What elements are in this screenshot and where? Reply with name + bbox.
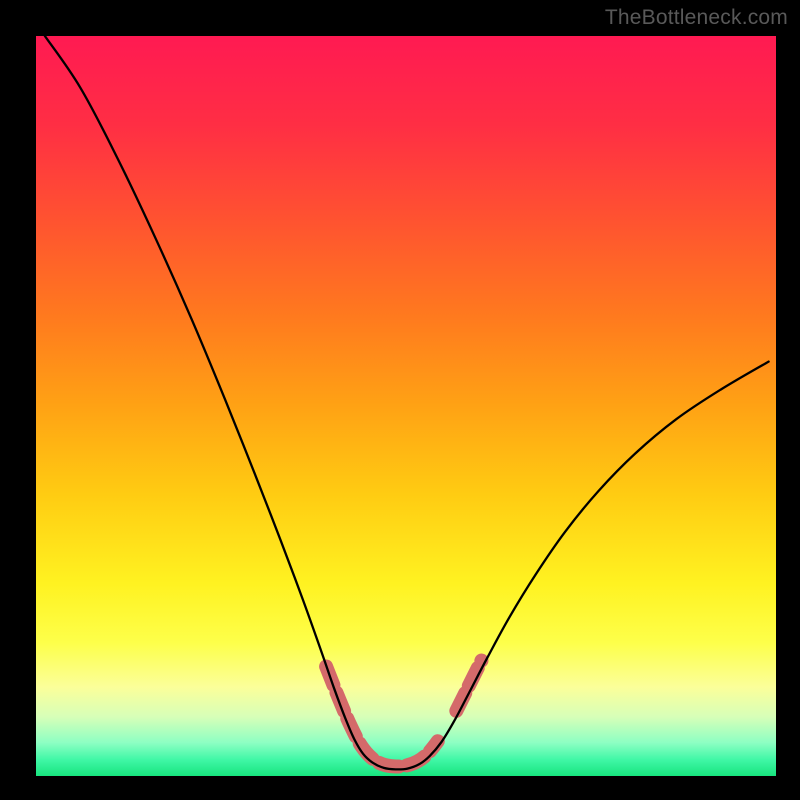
stage: TheBottleneck.com	[0, 0, 800, 800]
highlight-segment-0	[326, 666, 438, 766]
main-curve	[45, 36, 769, 769]
plot-area	[36, 36, 776, 776]
watermark-text: TheBottleneck.com	[605, 6, 788, 30]
highlight-segment-1	[456, 661, 481, 711]
bottleneck-curve-chart	[36, 36, 776, 776]
